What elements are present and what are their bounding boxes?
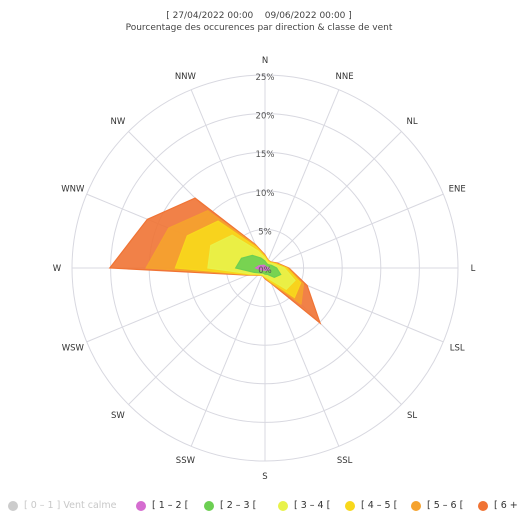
radial-tick-label: 15% (256, 150, 275, 160)
legend-item[interactable]: [ 4 – 5 [ (345, 500, 397, 511)
direction-label: NL (407, 117, 418, 127)
radial-tick-label: 0% (258, 266, 272, 276)
direction-label: SL (407, 411, 417, 421)
legend-swatch (478, 500, 488, 511)
legend-label: [ 0 – 1 ] Vent calme (24, 500, 117, 511)
grid-spoke (128, 267, 266, 405)
grid-spoke (190, 89, 266, 269)
grid-spoke (264, 193, 444, 269)
direction-label: WSW (62, 344, 85, 354)
legend-item[interactable]: [ 1 – 2 [ (136, 500, 188, 511)
grid-spoke (190, 267, 266, 447)
grid-spoke (86, 267, 266, 343)
legend-item[interactable]: [ 5 – 6 [ (411, 500, 463, 511)
legend-label: [ 2 – 3 [ (220, 500, 257, 511)
legend-item[interactable]: [ 2 – 3 [ (204, 500, 256, 511)
series-area-1-2 (254, 264, 271, 271)
legend-swatch (345, 500, 355, 511)
legend-swatch (136, 500, 146, 511)
legend-swatch (8, 500, 18, 511)
date-range: [ 27/04/2022 00:00 09/06/2022 00:00 ] (166, 11, 352, 21)
grid-spoke (264, 131, 402, 269)
legend-label: [ 1 – 2 [ (152, 500, 189, 511)
wind-rose-chart: 0% 5% 10% 15% 20% 25% N NNE NL ENE L LSL SL SSL S SSW SW… (53, 56, 476, 482)
direction-label: ENE (449, 184, 466, 194)
direction-label: NNE (336, 72, 354, 82)
direction-label: W (53, 264, 62, 274)
direction-label: LSL (450, 344, 465, 354)
legend-swatch (278, 500, 288, 511)
chart-header: [ 27/04/2022 00:00 09/06/2022 00:00 ] Po… (0, 10, 518, 34)
radial-tick-label: 10% (256, 189, 275, 199)
legend-label: [ 5 – 6 [ (427, 500, 464, 511)
radial-tick-label: 5% (258, 227, 272, 237)
direction-label: SW (111, 411, 125, 421)
radial-tick-label: 20% (256, 112, 275, 122)
direction-label: SSL (337, 456, 353, 466)
direction-label: WNW (61, 184, 85, 194)
legend-item[interactable]: [ 3 – 4 [ (278, 500, 330, 511)
legend-item[interactable]: [ 0 – 1 ] Vent calme (8, 500, 117, 511)
radial-tick-label: 25% (256, 73, 275, 83)
legend-item[interactable]: [ 6 + (478, 500, 518, 511)
grid-spoke (264, 267, 340, 447)
chart-subtitle: Pourcentage des occurences par direction… (125, 23, 393, 33)
legend-label: [ 3 – 4 [ (294, 500, 331, 511)
legend-label: [ 6 + (494, 500, 518, 511)
direction-label: SSW (176, 456, 196, 466)
grid-spoke (264, 89, 340, 269)
legend-label: [ 4 – 5 [ (361, 500, 398, 511)
direction-label: S (262, 472, 267, 482)
legend-swatch (411, 500, 421, 511)
legend-swatch (204, 500, 214, 511)
chart-legend: [ 0 – 1 ] Vent calme [ 1 – 2 [ [ 2 – 3 [ [ … (8, 500, 518, 516)
direction-label: NNW (175, 72, 197, 82)
direction-label: L (471, 264, 476, 274)
direction-label: N (262, 56, 268, 66)
direction-label: NW (111, 117, 126, 127)
